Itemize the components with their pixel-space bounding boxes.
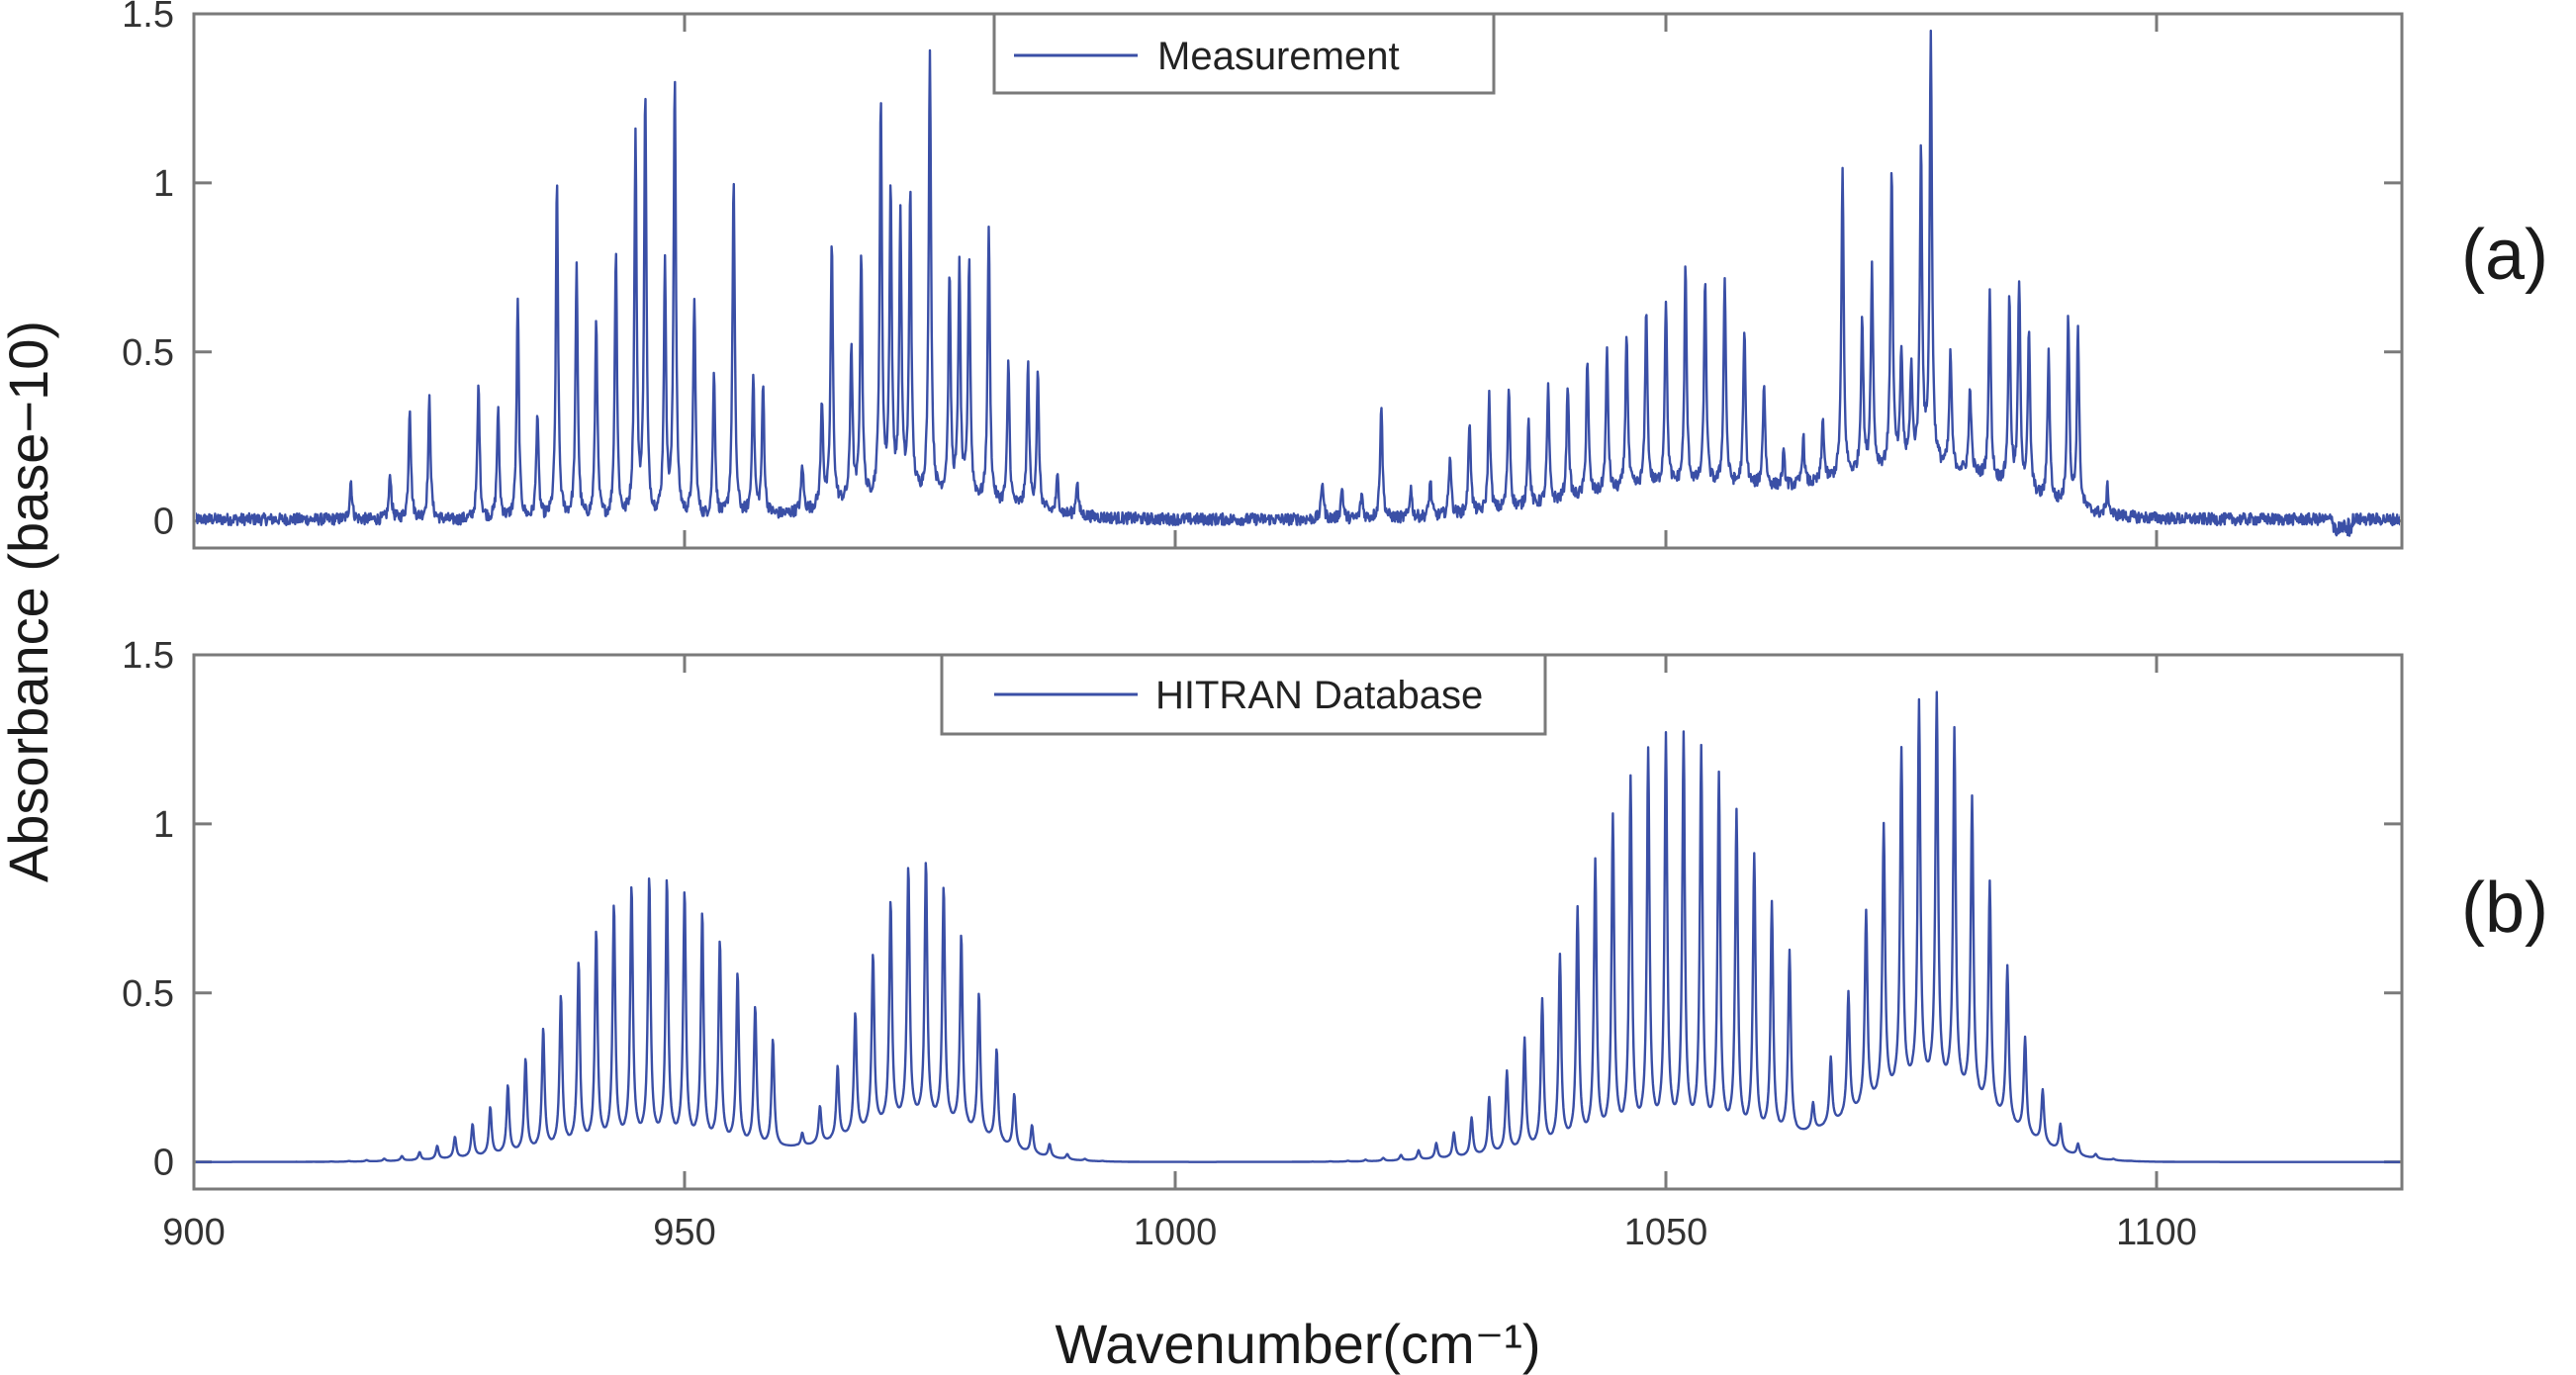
- legend-label: HITRAN Database: [1155, 674, 1483, 717]
- series-measurement: [196, 29, 2400, 537]
- panel-a-x-ticks: [192, 14, 2159, 548]
- y-tick-label: 1.5: [122, 635, 174, 677]
- y-tick-label: 0: [153, 1143, 174, 1184]
- legend-hitran: HITRAN Database: [940, 653, 1547, 736]
- x-axis-title: Wavenumber(cm⁻¹): [1055, 1313, 1540, 1375]
- y-axis-title: Absorbance (base−10): [0, 321, 59, 882]
- x-tick-labels: 900 950 1000 1050 1100: [162, 1212, 2197, 1253]
- x-tick-label: 1050: [1624, 1212, 1708, 1253]
- panel-tag-a: (a): [2461, 216, 2548, 295]
- panel-b: 0 0.5 1 1.5 HITRAN Database (b): [122, 635, 2548, 1191]
- panel-a: 0 0.5 1 1.5 Measurement (a): [122, 0, 2548, 550]
- y-tick-label: 1.5: [122, 0, 174, 36]
- series-hitran: [196, 690, 2400, 1163]
- legend-box: [992, 12, 1496, 95]
- x-tick-label: 1000: [1134, 1212, 1218, 1253]
- y-tick-label: 1: [153, 804, 174, 846]
- x-tick-label: 900: [162, 1212, 225, 1253]
- y-tick-label: 0.5: [122, 973, 174, 1015]
- y-tick-label: 1: [153, 163, 174, 205]
- legend-label: Measurement: [1157, 35, 1400, 78]
- legend-measurement: Measurement: [992, 12, 1496, 95]
- y-tick-label: 0.5: [122, 332, 174, 374]
- y-tick-label: 0: [153, 502, 174, 543]
- x-tick-label: 1100: [2116, 1212, 2197, 1253]
- panel-tag-b: (b): [2461, 869, 2548, 948]
- panel-b-y-ticks: 0 0.5 1 1.5: [122, 635, 2402, 1184]
- x-tick-label: 950: [653, 1212, 715, 1253]
